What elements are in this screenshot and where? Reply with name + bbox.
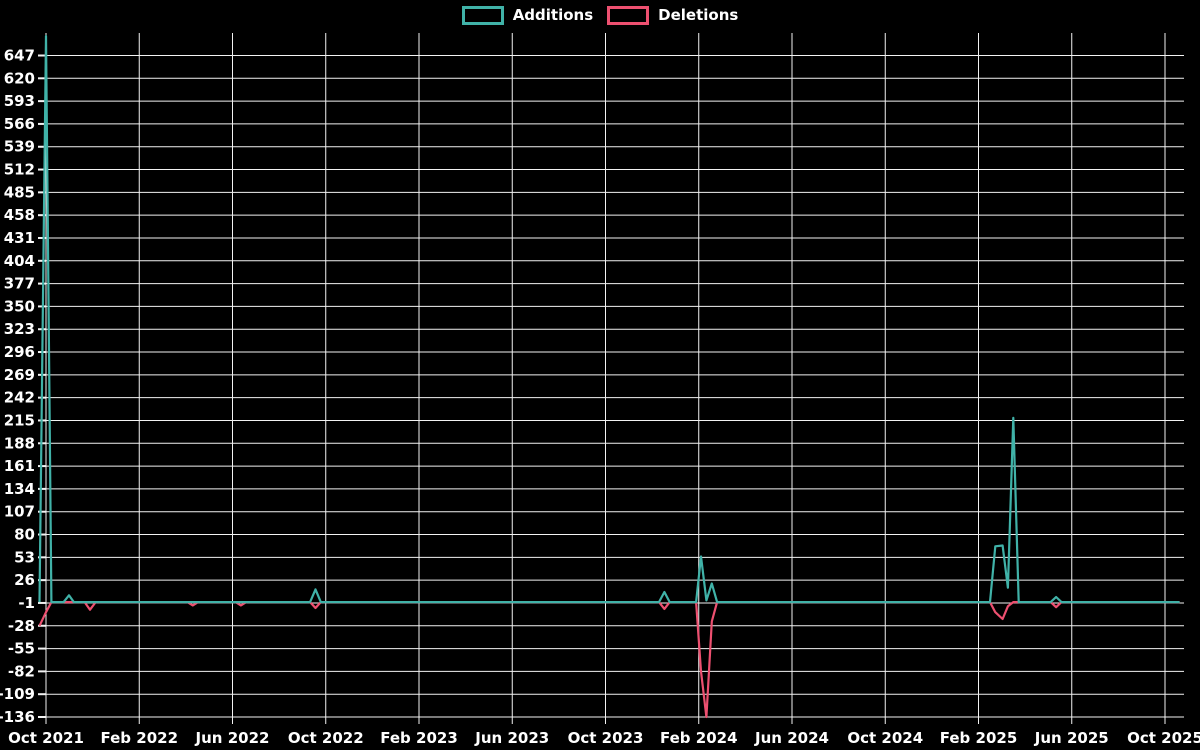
x-tick-label: Jun 2024 [754,729,829,747]
y-tick-label: 377 [4,275,35,293]
y-tick-label: 485 [4,183,35,201]
y-tick-label: 647 [4,47,35,65]
x-tick-label: Oct 2021 [8,729,84,747]
x-tick-label: Jun 2025 [1034,729,1109,747]
y-tick-label: 161 [4,457,35,475]
y-tick-label: 107 [4,503,35,521]
x-tick-label: Feb 2024 [660,729,738,747]
y-tick-label: 80 [14,526,35,544]
additions-line [38,35,1180,604]
x-tick-label: Oct 2024 [847,729,923,747]
legend-label-deletions: Deletions [658,6,739,24]
y-tick-label: 512 [4,161,35,179]
legend-item-deletions[interactable]: Deletions [607,6,738,25]
y-tick-label: 593 [4,92,35,110]
chart-legend: Additions Deletions [0,6,1200,25]
y-tick-label: 215 [4,411,35,429]
x-tick-label: Feb 2022 [100,729,178,747]
y-tick-label: -109 [0,685,35,703]
y-tick-label: 539 [4,138,35,156]
y-tick-label: -55 [8,640,35,658]
y-tick-label: 242 [4,389,35,407]
deletions-swatch-icon [607,6,650,25]
legend-item-additions[interactable]: Additions [461,6,594,25]
y-tick-label: 269 [4,366,35,384]
x-tick-label: Oct 2023 [568,729,644,747]
y-tick-label: 458 [4,206,35,224]
x-tick-label: Jun 2022 [195,729,270,747]
x-tick-label: Feb 2023 [380,729,458,747]
y-tick-label: 296 [4,343,35,361]
y-tick-label: 431 [4,229,35,247]
x-tick-label: Oct 2022 [288,729,364,747]
y-tick-label: 53 [14,548,35,566]
y-tick-label: 620 [4,69,35,87]
y-tick-label: -1 [18,594,35,612]
x-tick-label: Oct 2025 [1127,729,1200,747]
deletions-line [38,601,1180,719]
y-tick-label: 404 [4,252,35,270]
y-tick-label: 26 [14,571,35,589]
y-tick-label: 134 [4,480,35,498]
y-tick-label: 188 [4,434,35,452]
y-tick-label: -82 [8,662,35,680]
y-tick-label: 566 [4,115,35,133]
y-tick-label: -136 [0,708,35,726]
additions-swatch-icon [461,6,504,25]
y-tick-label: 350 [4,297,35,315]
y-tick-label: -28 [8,617,35,635]
y-tick-label: 323 [4,320,35,338]
x-tick-label: Feb 2025 [940,729,1018,747]
x-tick-label: Jun 2023 [474,729,549,747]
legend-label-additions: Additions [512,6,594,24]
